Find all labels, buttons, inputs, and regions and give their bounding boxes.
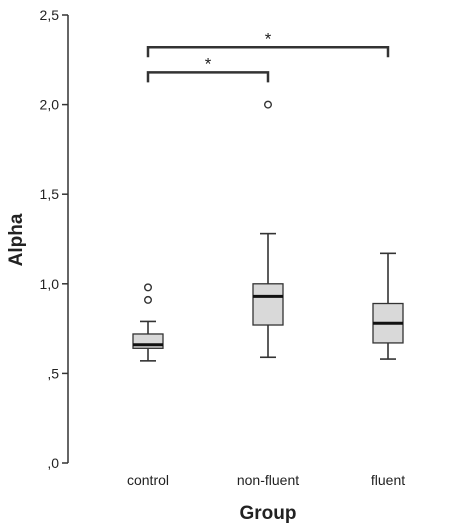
y-tick-label: 1,0 — [40, 276, 60, 292]
y-tick-label: ,5 — [47, 365, 59, 381]
x-axis-title: Group — [240, 503, 297, 524]
significance-bracket: * — [146, 54, 270, 83]
y-tick-label: 2,5 — [40, 7, 60, 23]
box-control — [132, 283, 164, 362]
box-non-fluent — [252, 100, 284, 359]
x-tick-label: fluent — [371, 472, 405, 488]
y-tick-label: 2,0 — [40, 97, 60, 113]
significance-brackets: ** — [146, 29, 390, 83]
significance-bracket: * — [146, 29, 390, 58]
box-fluent — [372, 252, 404, 360]
iqr-box — [252, 283, 284, 326]
x-tick-label: non-fluent — [237, 472, 299, 488]
y-axis-title: Alpha — [6, 213, 27, 266]
outlier-point — [143, 283, 152, 292]
significance-line — [146, 46, 390, 58]
outlier-point — [143, 295, 152, 304]
significance-label: * — [205, 54, 212, 73]
significance-label: * — [265, 29, 272, 48]
boxes — [132, 100, 404, 362]
axes: ,0 ,5 1,0 1,5 2,0 2,5 control non-fluent fluent — [40, 7, 406, 488]
outlier-point — [264, 100, 273, 109]
significance-line — [146, 71, 270, 83]
y-tick-label: 1,5 — [40, 186, 60, 202]
x-tick-label: control — [127, 472, 169, 488]
y-tick-label: ,0 — [47, 455, 59, 471]
